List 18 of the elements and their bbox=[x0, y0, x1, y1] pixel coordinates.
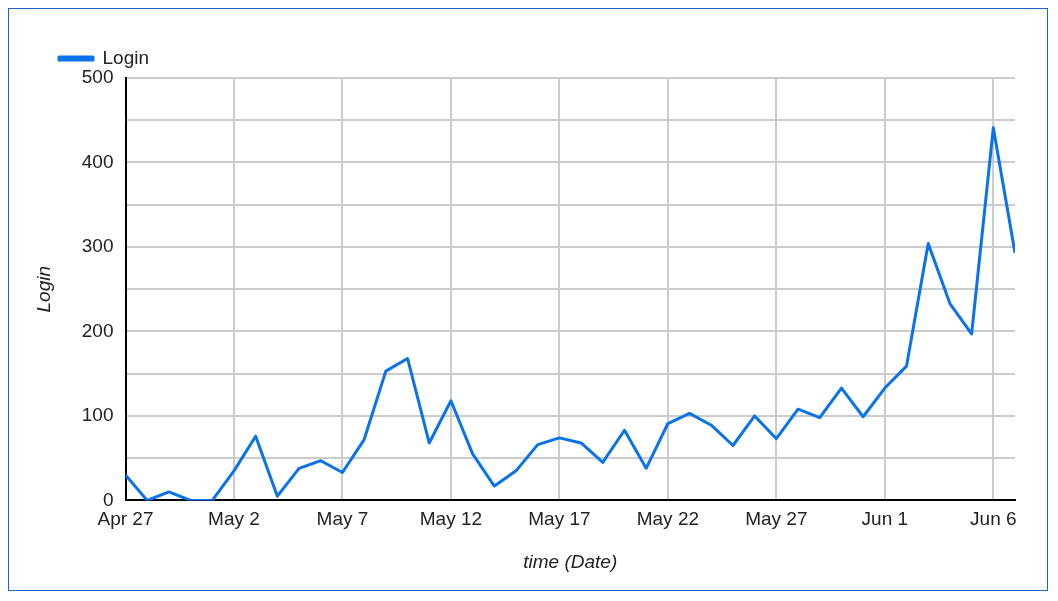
x-tick-label: Apr 27 bbox=[97, 508, 154, 530]
x-tick-label: May 12 bbox=[419, 508, 483, 530]
y-tick-label: 500 bbox=[81, 66, 114, 88]
y-tick-label: 200 bbox=[81, 319, 114, 341]
y-axis-title: Login bbox=[32, 265, 54, 313]
y-tick-label: 100 bbox=[81, 404, 114, 426]
x-tick-label: May 27 bbox=[745, 508, 808, 530]
x-tick-label: Jun 6 bbox=[970, 508, 1017, 530]
x-tick-label: Jun 1 bbox=[861, 508, 909, 530]
y-tick-label: 0 bbox=[102, 488, 114, 510]
x-tick-label: May 22 bbox=[636, 508, 700, 530]
x-tick-label: May 2 bbox=[208, 508, 260, 530]
y-tick-label: 400 bbox=[81, 150, 114, 172]
x-tick-label: May 17 bbox=[528, 508, 591, 530]
legend-label: Login bbox=[102, 46, 149, 68]
y-tick-label: 300 bbox=[81, 235, 114, 257]
x-tick-label: May 7 bbox=[316, 508, 369, 530]
x-axis-title: time (Date) bbox=[523, 550, 618, 572]
